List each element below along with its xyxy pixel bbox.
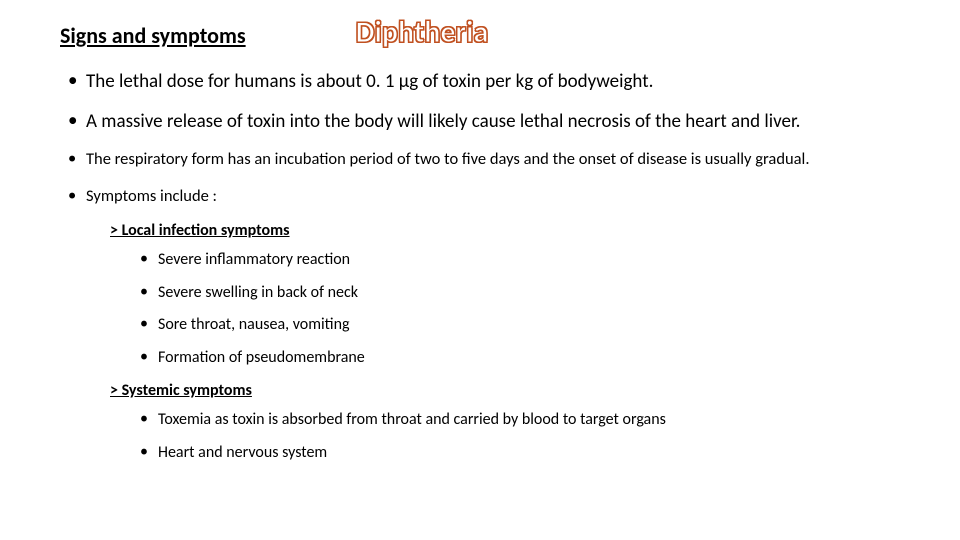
- bullet-massive-release: A massive release of toxin into the body…: [68, 109, 930, 135]
- local-symptoms-list: Severe inflammatory reaction Severe swel…: [110, 250, 930, 369]
- symptoms-sub-group: > Local infection symptoms Severe inflam…: [110, 221, 930, 464]
- main-bullet-list: The lethal dose for humans is about 0. 1…: [60, 69, 930, 207]
- local-symptom-item: Severe swelling in back of neck: [140, 283, 930, 304]
- local-symptom-item: Severe inflammatory reaction: [140, 250, 930, 271]
- local-symptoms-header: > Local infection symptoms: [110, 221, 930, 240]
- bullet-symptoms-include: Symptoms include :: [68, 185, 930, 207]
- systemic-symptom-item: Heart and nervous system: [140, 443, 930, 464]
- header-row: Signs and symptoms Diphtheria: [60, 20, 930, 51]
- systemic-symptoms-list: Toxemia as toxin is absorbed from throat…: [110, 410, 930, 464]
- local-symptom-item: Formation of pseudomembrane: [140, 348, 930, 369]
- main-title: Diphtheria: [356, 14, 489, 51]
- section-title: Signs and symptoms: [60, 22, 246, 49]
- bullet-incubation: The respiratory form has an incubation p…: [68, 148, 930, 170]
- bullet-lethal-dose: The lethal dose for humans is about 0. 1…: [68, 69, 930, 95]
- systemic-symptom-item: Toxemia as toxin is absorbed from throat…: [140, 410, 930, 431]
- systemic-symptoms-header: > Systemic symptoms: [110, 381, 930, 400]
- local-symptom-item: Sore throat, nausea, vomiting: [140, 315, 930, 336]
